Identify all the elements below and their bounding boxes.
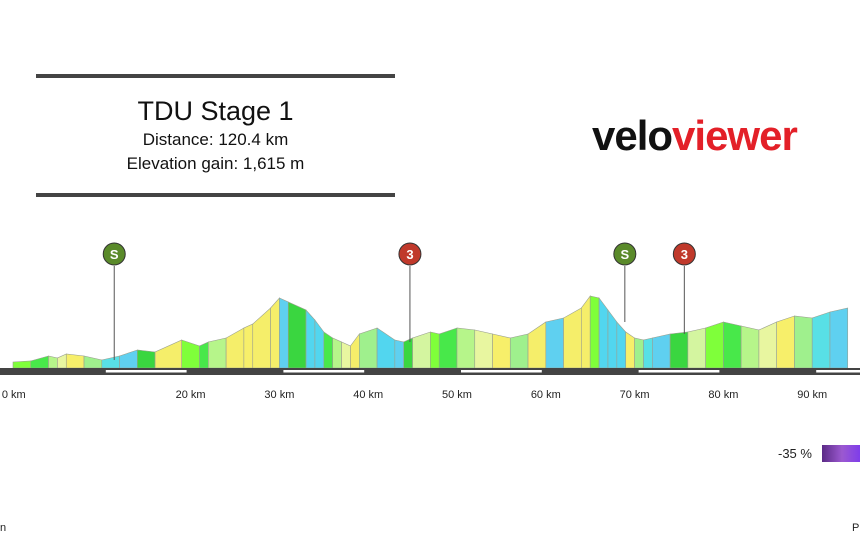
profile-segment [305,309,316,369]
title-box: TDU Stage 1 Distance: 120.4 km Elevation… [36,74,395,198]
profile-segment [101,355,120,369]
profile-segment [12,360,32,369]
profile-segment [492,333,511,369]
gradient-legend-min-label: -35 % [778,446,812,461]
footer-left-text: n [0,522,7,534]
profile-segment [758,321,777,369]
profile-segment [376,327,396,369]
marker-label: S [620,247,629,262]
profile-segment [181,339,200,369]
marker-label: 3 [681,247,688,262]
profile-segment [740,325,760,369]
profile-segment [119,349,138,369]
profile-segment [563,307,582,369]
marker-label: 3 [406,247,413,262]
profile-segment [287,301,307,369]
x-tick-label: 0 km [2,389,26,401]
profile-segment [581,295,591,369]
x-tick-label: 60 km [531,389,561,401]
distance-text: Distance: 120.4 km [142,130,289,149]
profile-segment [687,327,706,369]
logo-part-velo: velo [592,112,673,159]
profile-segment [811,311,831,369]
marker-label: S [110,247,119,262]
x-tick-label: 70 km [620,389,650,401]
road-dash [638,370,720,373]
x-tick-label: 30 km [264,389,294,401]
profile-segment [412,331,431,369]
profile-segment [57,353,67,369]
profile-segment [430,331,440,369]
title-rule-bottom [36,193,395,197]
profile-segment [589,295,600,369]
logo-part-viewer: viewer [672,112,798,159]
profile-segment [137,349,156,369]
profile-segment [252,307,271,369]
elevation-profile-chart: 0 km 20 km 30 km 40 km 50 km 60 km 70 km 80 km 9… [0,242,860,401]
profile-segment [776,315,795,369]
x-tick-label: 40 km [353,389,383,401]
profile-segment [243,323,254,369]
profile-segment [65,353,85,369]
profile-segment [616,321,627,369]
profile-segment [607,309,618,369]
profile-segment [208,337,227,369]
profile-segment [48,355,58,369]
profile-segment [350,333,360,369]
profile-segment [625,331,635,369]
chart-title: TDU Stage 1 [137,96,294,126]
kom-marker-badge [672,242,696,266]
profile-segment [829,307,849,369]
title-rule-top [36,74,395,78]
road-dash [816,370,860,373]
profile-segment [456,327,476,369]
profile-segment [341,341,351,369]
profile-segment [598,297,609,369]
profile-segment [705,321,724,369]
profile-segment [270,297,280,369]
profile-segment [634,337,644,369]
profile-segment [154,339,183,369]
profile-segment [314,319,325,369]
sprint-marker-badge [613,242,637,266]
road-bar [0,368,860,375]
veloviewer-logo: veloviewer [592,112,798,160]
x-tick-label: 50 km [442,389,472,401]
gradient-legend-bar [822,445,860,462]
profile-segment [323,331,333,369]
profile-segment [527,321,547,369]
profile-segment [509,333,529,369]
profile-segment [474,329,493,369]
road-dash [283,370,365,373]
profile-segment [403,337,413,369]
profile-segment [669,331,689,369]
sprint-marker-badge [102,242,126,266]
profile-segment [279,297,289,369]
profile-segment [794,315,813,369]
kom-marker-badge [398,242,422,266]
profile-segment [643,337,653,369]
x-tick-label: 90 km [797,389,827,401]
x-tick-label: 80 km [708,389,738,401]
footer-right-text: P [852,522,860,534]
x-tick-label: 20 km [176,389,206,401]
road-dash [461,370,542,373]
profile-segment [199,341,209,369]
profile-segment [394,339,405,369]
profile-segment [359,327,378,369]
profile-segment [332,337,342,369]
profile-segment [545,317,564,369]
elevation-gain-text: Elevation gain: 1,615 m [126,154,305,173]
profile-segment [225,327,245,369]
profile-segment [438,327,458,369]
profile-segment [30,355,49,369]
road-dash [105,370,187,373]
profile-segment [652,333,671,369]
profile-segment [83,355,103,369]
profile-segment [723,321,742,369]
